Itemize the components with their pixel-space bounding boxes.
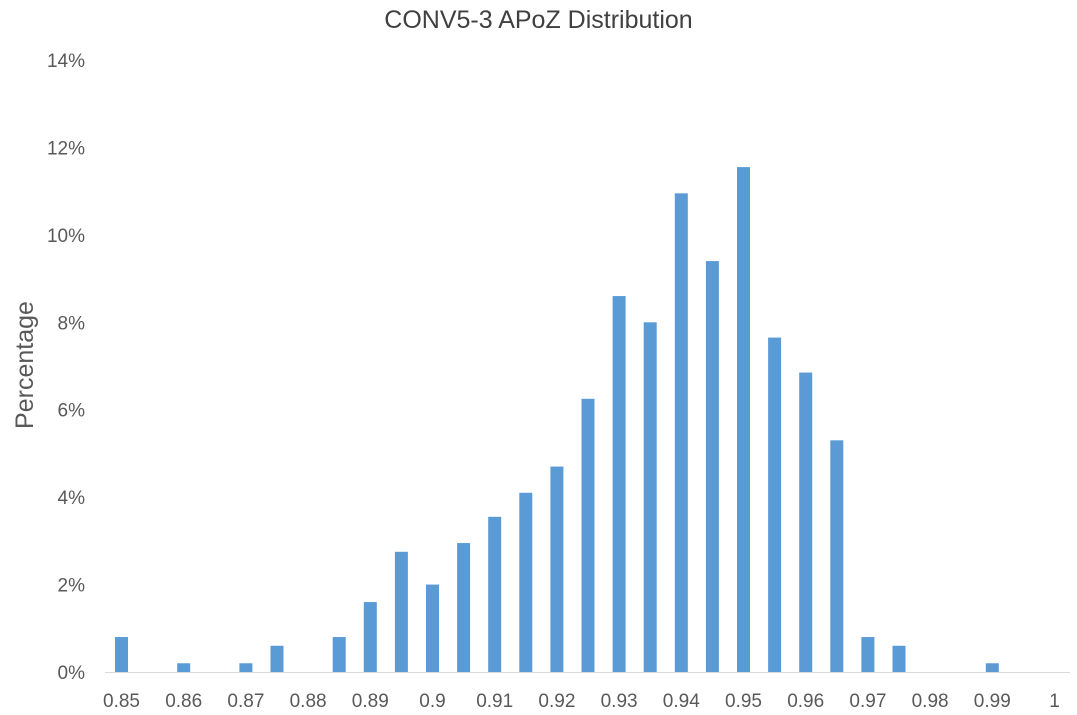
bar	[457, 543, 471, 672]
x-tick-label: 1	[1049, 691, 1060, 712]
bar	[892, 645, 906, 672]
x-tick-label: 0.98	[912, 691, 949, 712]
bar	[488, 516, 502, 672]
bar	[177, 663, 191, 672]
bar	[239, 663, 253, 672]
y-tick-label: 6%	[58, 401, 86, 422]
bar	[550, 466, 564, 672]
y-axis-label-group: Percentage	[11, 301, 39, 429]
x-tick-label: 0.94	[663, 691, 700, 712]
bar	[581, 398, 595, 672]
bar	[115, 637, 128, 672]
bar	[737, 167, 750, 672]
bar	[799, 372, 813, 672]
y-tick-label: 2%	[58, 576, 86, 597]
y-tick-label: 14%	[47, 51, 85, 72]
x-axis-ticks: 0.85 0.86 0.87 0.88 0.89 0.9 0.91 0.92 0.93 0.94 0…	[103, 691, 1060, 712]
bar	[643, 322, 657, 672]
bar	[985, 663, 999, 672]
x-tick-label: 0.91	[476, 691, 513, 712]
bar	[705, 261, 719, 672]
bars	[115, 167, 999, 673]
x-tick-label: 0.96	[787, 691, 824, 712]
bar	[830, 440, 844, 672]
x-tick-label: 0.87	[227, 691, 264, 712]
y-tick-label: 4%	[58, 488, 86, 509]
x-tick-label: 0.95	[725, 691, 762, 712]
bar	[426, 584, 439, 672]
y-axis-label: Percentage	[11, 301, 39, 429]
bar	[674, 193, 688, 673]
x-tick-label: 0.85	[103, 691, 140, 712]
x-tick-label: 0.88	[290, 691, 327, 712]
chart-title: CONV5-3 APoZ Distribution	[384, 6, 693, 34]
y-tick-label: 8%	[58, 313, 86, 334]
y-tick-label: 0%	[58, 663, 86, 684]
y-tick-label: 12%	[47, 138, 85, 159]
x-tick-label: 0.93	[601, 691, 638, 712]
bar	[861, 637, 875, 672]
x-tick-label: 0.89	[352, 691, 389, 712]
x-tick-label: 0.92	[538, 691, 575, 712]
x-tick-label: 0.86	[165, 691, 202, 712]
bar	[612, 296, 626, 672]
x-tick-label: 0.99	[974, 691, 1011, 712]
x-tick-label: 0.97	[849, 691, 886, 712]
bar	[332, 637, 346, 672]
bar	[363, 602, 377, 672]
x-tick-label: 0.9	[419, 691, 445, 712]
y-tick-label: 10%	[47, 226, 85, 247]
bar	[519, 492, 533, 672]
y-axis-ticks: 0% 2% 4% 6% 8% 10% 12% 14%	[47, 51, 85, 684]
bar	[270, 645, 284, 672]
bar	[768, 337, 782, 672]
bar	[394, 551, 408, 672]
